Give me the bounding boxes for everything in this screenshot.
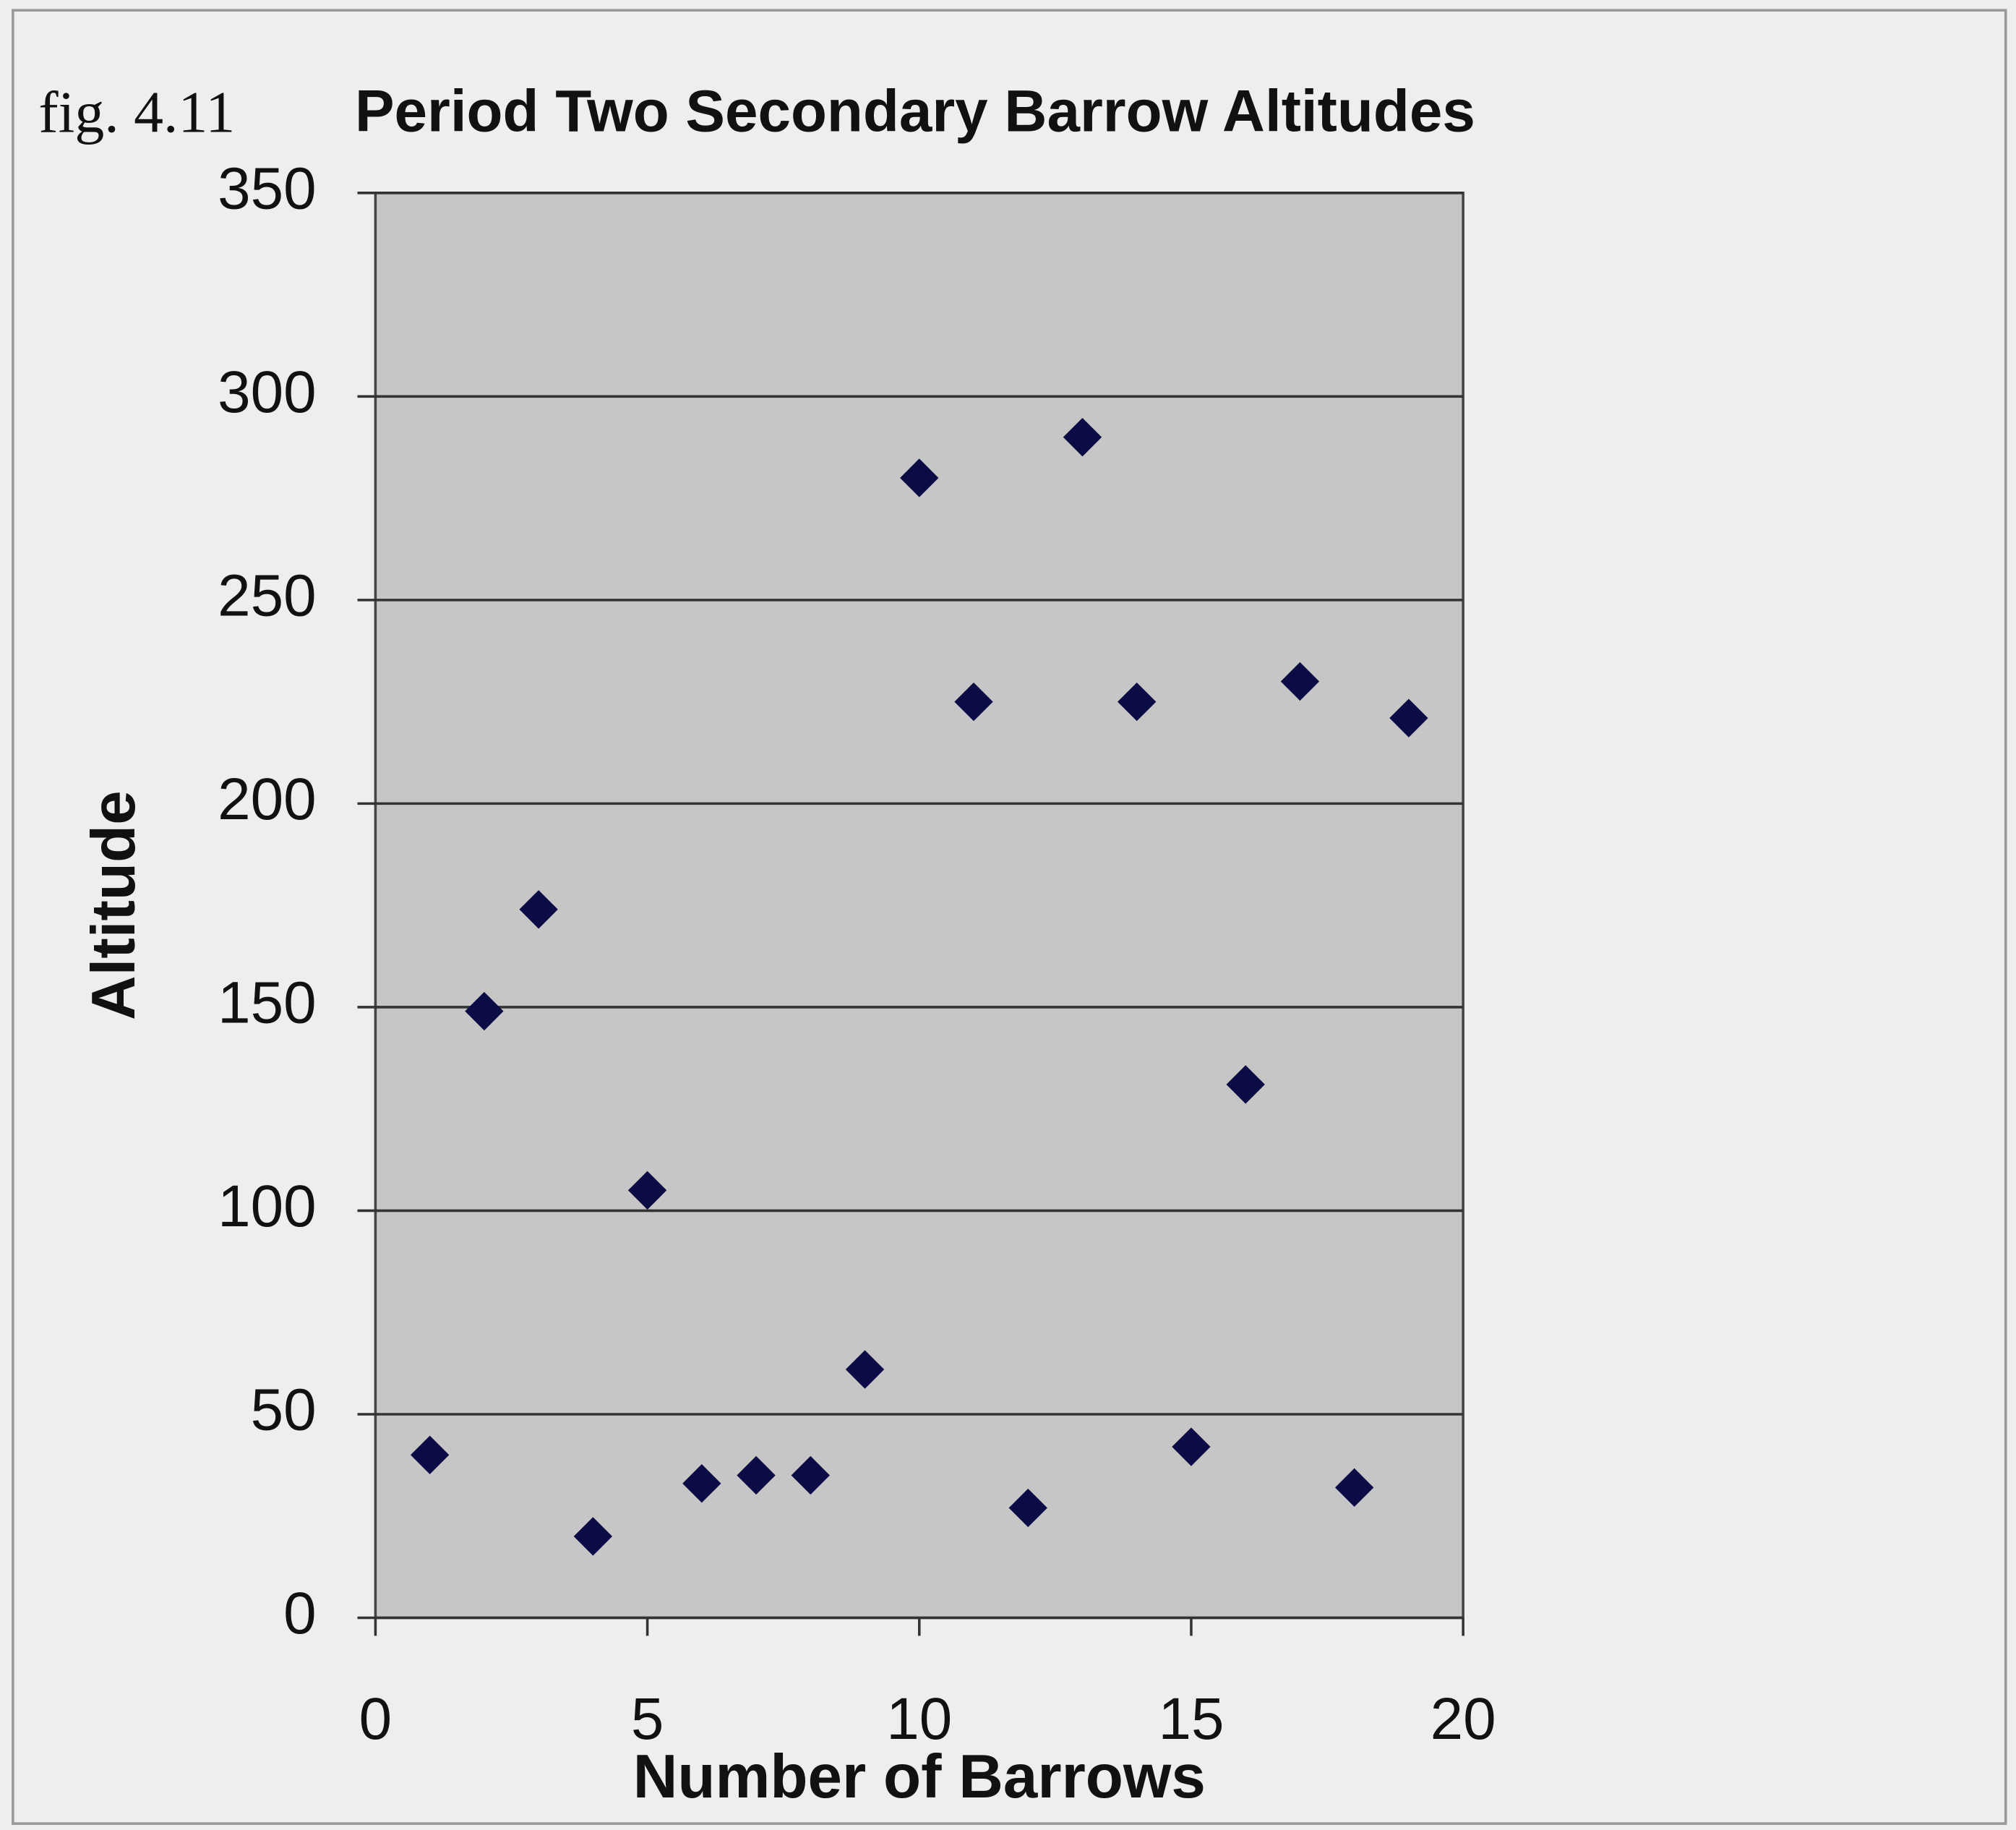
x-axis-title: Number of Barrows — [633, 1743, 1206, 1811]
y-tick-label: 300 — [218, 359, 316, 425]
point — [410, 1435, 450, 1474]
plot-area — [374, 192, 1464, 1620]
point — [737, 1455, 776, 1495]
y-tick-label: 350 — [218, 155, 316, 221]
chart-title: Period Two Secondary Barrow Altitudes — [355, 79, 1475, 145]
point — [954, 682, 993, 722]
y-tick-label: 250 — [218, 563, 316, 628]
y-tick-label: 0 — [283, 1581, 317, 1646]
y-axis-title: Altitude — [80, 790, 148, 1020]
point — [573, 1517, 613, 1556]
x-tick-label: 5 — [631, 1686, 664, 1752]
point — [519, 890, 558, 929]
point — [1008, 1488, 1047, 1528]
y-tick-label: 200 — [218, 766, 316, 832]
point — [1063, 417, 1102, 457]
figure-label: fig. 4.11 — [38, 79, 235, 145]
y-tick-label: 100 — [218, 1173, 316, 1239]
y-tick-label: 150 — [218, 970, 316, 1036]
point — [1226, 1065, 1265, 1104]
point — [1172, 1427, 1211, 1466]
frame — [12, 9, 2007, 1825]
point — [791, 1455, 830, 1495]
point — [1334, 1468, 1374, 1508]
x-tick-label: 10 — [886, 1686, 952, 1752]
x-tick-label: 20 — [1430, 1686, 1496, 1752]
point — [1118, 682, 1157, 722]
point — [682, 1464, 721, 1503]
point — [1280, 662, 1320, 701]
point — [465, 991, 504, 1031]
point — [845, 1350, 885, 1389]
x-tick-label: 15 — [1158, 1686, 1224, 1752]
y-tick-label: 50 — [251, 1377, 317, 1443]
point — [1389, 698, 1428, 737]
x-tick-label: 0 — [359, 1686, 393, 1752]
point — [900, 458, 939, 497]
point — [627, 1171, 667, 1210]
